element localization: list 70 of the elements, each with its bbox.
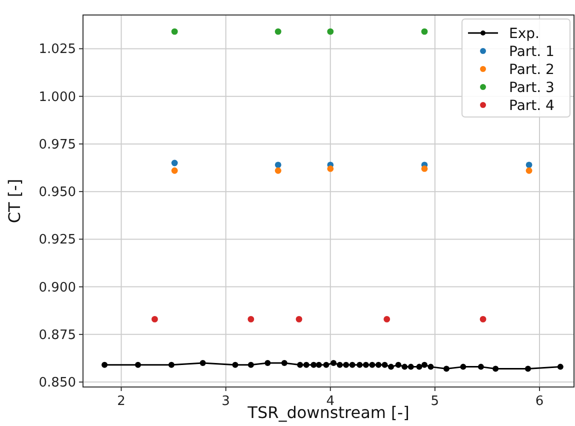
point	[336, 362, 343, 368]
y-tick-label: 0.850	[38, 376, 76, 391]
y-axis-title: CT [-]	[5, 178, 24, 224]
point	[274, 28, 282, 35]
point	[281, 360, 288, 366]
point	[327, 28, 334, 35]
x-tick-label: 5	[430, 394, 440, 409]
point	[152, 316, 158, 322]
point	[330, 360, 337, 366]
legend-label: Exp.	[509, 26, 540, 42]
point	[168, 362, 174, 368]
point	[232, 362, 238, 368]
point	[171, 167, 178, 174]
point	[327, 166, 334, 172]
point	[248, 316, 254, 322]
point	[310, 362, 317, 368]
point	[526, 162, 532, 168]
x-tick-label: 2	[117, 394, 126, 409]
point	[375, 362, 382, 368]
point	[316, 362, 322, 368]
point	[428, 364, 434, 370]
legend-label: Part. 4	[509, 98, 555, 114]
point	[526, 167, 532, 174]
point	[384, 316, 390, 322]
y-tick-label: 1.000	[38, 90, 76, 105]
point	[296, 316, 302, 322]
point	[524, 366, 531, 372]
point	[102, 362, 108, 368]
point	[395, 362, 402, 368]
point	[134, 362, 141, 368]
point	[478, 364, 484, 370]
x-tick-label: 3	[222, 394, 230, 409]
point	[492, 366, 499, 372]
point	[274, 162, 282, 168]
point	[421, 28, 428, 35]
point	[356, 362, 363, 368]
point	[323, 362, 330, 368]
point	[421, 362, 428, 368]
point	[480, 316, 486, 322]
y-tick-label: 0.900	[38, 280, 76, 296]
point	[349, 362, 356, 368]
x-tick-label: 6	[535, 394, 544, 409]
y-tick-label: 0.950	[38, 185, 76, 200]
legend-label: Part. 1	[509, 44, 554, 60]
point	[382, 362, 388, 368]
point	[362, 362, 369, 368]
point	[303, 362, 310, 368]
point	[343, 362, 350, 368]
point	[369, 362, 376, 368]
y-tick-label: 1.025	[38, 42, 76, 58]
point	[402, 364, 408, 370]
point	[248, 362, 254, 368]
legend-label: Part. 2	[509, 62, 554, 78]
point	[200, 360, 206, 366]
point	[460, 364, 466, 370]
y-tick-label: 0.925	[38, 232, 76, 248]
point	[416, 364, 422, 370]
legend-label: Part. 3	[509, 80, 554, 96]
y-tick-label: 0.975	[38, 137, 76, 152]
point	[557, 364, 564, 370]
point	[421, 166, 428, 172]
point	[297, 362, 304, 368]
point	[264, 360, 271, 366]
point	[388, 364, 394, 370]
point	[408, 364, 414, 370]
point	[171, 28, 178, 35]
point	[171, 160, 178, 166]
point	[274, 167, 282, 174]
point	[443, 366, 450, 372]
y-tick-label: 0.875	[38, 328, 76, 343]
